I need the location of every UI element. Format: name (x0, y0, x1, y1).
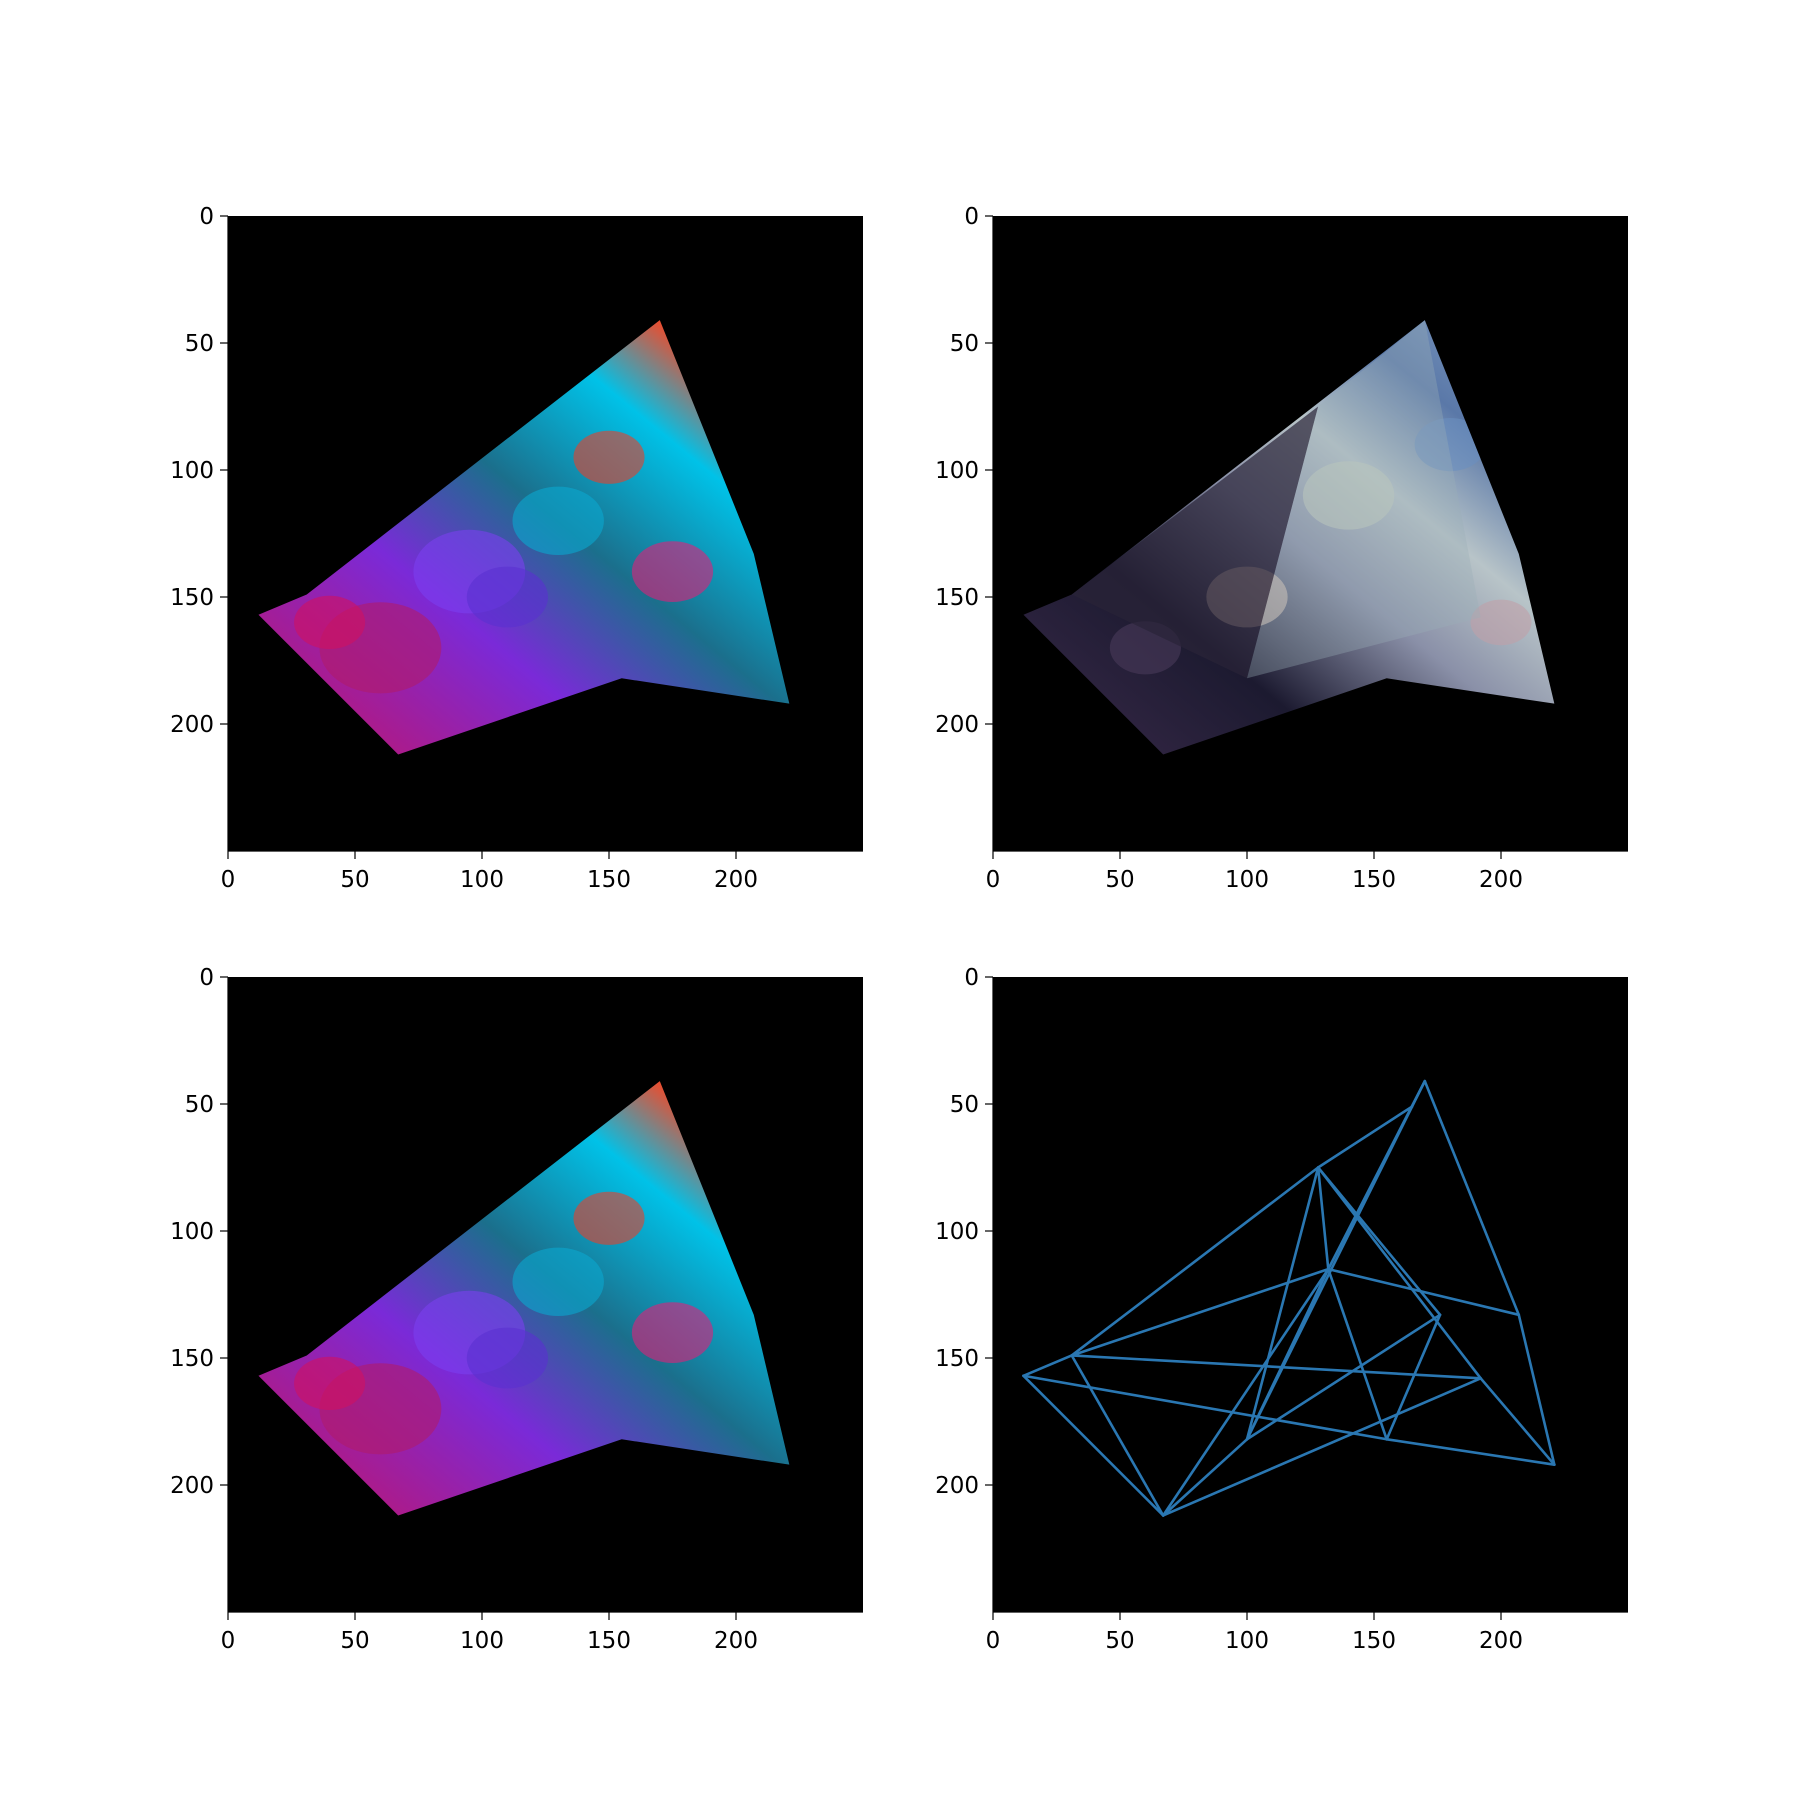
texture-detail (1071, 320, 1532, 679)
mesh-edge (1161, 1377, 1482, 1517)
mesh-edge (1479, 1377, 1556, 1466)
panel-bottom-left: 0 50 100 150 200 0 50 100 150 200 (170, 965, 863, 1654)
y-tick-label: 50 (950, 331, 979, 357)
x-tick-label: 100 (460, 1628, 504, 1654)
y-tick-label: 100 (170, 1219, 214, 1245)
y-tick-label: 150 (935, 585, 979, 611)
y-tick-label: 150 (170, 585, 214, 611)
y-tick-label: 200 (170, 1473, 214, 1499)
x-tick-label: 200 (714, 867, 758, 893)
mesh-edge (1385, 1313, 1442, 1441)
mesh-edge (1245, 1313, 1442, 1441)
y-tick-label: 50 (185, 331, 214, 357)
y-tick-label: 100 (935, 1219, 979, 1245)
y-tick-label: 0 (964, 204, 979, 230)
mesh-edge (1022, 1374, 1388, 1441)
x-tick-label: 0 (221, 1628, 236, 1654)
y-tick-label: 200 (935, 712, 979, 738)
y-tick-label: 100 (170, 458, 214, 484)
mesh-edge (1022, 1354, 1074, 1378)
x-tick-label: 150 (587, 1628, 631, 1654)
mesh-edge (1070, 1354, 1165, 1517)
y-tick-label: 200 (935, 1473, 979, 1499)
y-tick-label: 200 (170, 712, 214, 738)
y-tick-label: 50 (185, 1092, 214, 1118)
mesh-edge (1423, 1079, 1521, 1317)
x-tick-label: 150 (587, 867, 631, 893)
x-tick-label: 50 (1105, 867, 1134, 893)
mesh-edge (1326, 1079, 1427, 1271)
x-tick-label: 50 (1105, 1628, 1134, 1654)
x-tick-label: 50 (340, 867, 369, 893)
texture-detail (294, 430, 714, 694)
x-tick-label: 100 (1225, 867, 1269, 893)
x-tick-label: 200 (1479, 1628, 1523, 1654)
panel-top-left: 0 50 100 150 200 0 50 100 150 200 (170, 204, 863, 893)
panel-top-right: 0 50 100 150 200 0 50 100 150 200 (935, 204, 1628, 893)
y-tick-label: 50 (950, 1092, 979, 1118)
mesh-edge (1161, 1437, 1249, 1517)
mesh-edge (1326, 1267, 1388, 1441)
mesh-edge (1161, 1267, 1330, 1517)
y-tick-label: 150 (935, 1346, 979, 1372)
x-tick-label: 150 (1352, 1628, 1396, 1654)
x-tick-label: 50 (340, 1628, 369, 1654)
x-tick-label: 150 (1352, 867, 1396, 893)
x-tick-label: 0 (986, 1628, 1001, 1654)
mesh-edge (1326, 1267, 1521, 1317)
mesh-edge (1410, 1079, 1427, 1108)
x-tick-label: 0 (221, 867, 236, 893)
x-tick-label: 200 (1479, 867, 1523, 893)
mesh-edge (1070, 1267, 1330, 1357)
mesh-edge (1517, 1313, 1556, 1466)
mesh-edge (1245, 1166, 1320, 1441)
y-tick-label: 150 (170, 1346, 214, 1372)
panel-bottom-right: 0 50 100 150 200 0 50 100 150 200 (935, 965, 1628, 1654)
mesh-edge (1316, 1105, 1414, 1169)
x-tick-label: 100 (460, 867, 504, 893)
mesh-edge (1022, 1374, 1165, 1517)
mesh-edge (1316, 1166, 1482, 1380)
mesh-edge (1070, 1354, 1482, 1380)
x-tick-label: 0 (986, 867, 1001, 893)
mesh-edge (1316, 1166, 1330, 1271)
x-tick-label: 200 (714, 1628, 758, 1654)
texture-detail (294, 1191, 714, 1455)
y-tick-label: 0 (964, 965, 979, 991)
y-tick-label: 100 (935, 458, 979, 484)
x-tick-label: 100 (1225, 1628, 1269, 1654)
mesh-edge (1070, 1166, 1320, 1357)
y-tick-label: 0 (199, 204, 214, 230)
mesh-edge (1385, 1437, 1556, 1466)
y-tick-label: 0 (199, 965, 214, 991)
